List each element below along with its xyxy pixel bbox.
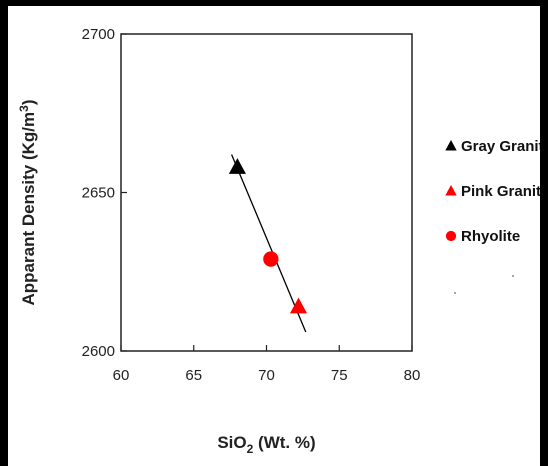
density-chart: 2600 2650 2700 60 65 70 75 80 SiO2 (Wt. %) App… [17, 26, 540, 456]
pink-granite-point [289, 297, 308, 314]
y-axis-title-main: Apparant Density (Kg/m [19, 112, 38, 306]
y-axis-title-end: ) [19, 100, 38, 106]
legend-marker-gray-granite [445, 140, 457, 151]
legend-marker-rhyolite [445, 230, 457, 242]
stray-dot [454, 292, 456, 294]
legend: Gray Granite Pink Granite Rhyolite [445, 138, 540, 245]
y-axis-title: Apparant Density (Kg/m3) [17, 100, 38, 306]
x-axis-ticks: 60 65 70 75 80 [113, 345, 421, 384]
chart-frame: 2600 2650 2700 60 65 70 75 80 SiO2 (Wt. %) App… [8, 6, 540, 466]
stray-dot [512, 275, 514, 277]
gray-granite-point [228, 158, 246, 174]
x-axis-title-rest: (Wt. %) [253, 433, 315, 452]
data-points [228, 158, 308, 314]
trendline [230, 154, 307, 333]
x-axis-title-subscript: 2 [247, 442, 254, 456]
x-tick-label: 75 [331, 367, 348, 384]
x-tick-label: 80 [404, 367, 421, 384]
y-axis-ticks: 2600 2650 2700 [82, 26, 127, 360]
y-tick-label: 2700 [82, 26, 115, 43]
legend-label-rhyolite: Rhyolite [461, 228, 520, 245]
plot-area [120, 33, 413, 352]
legend-label-pink-granite: Pink Granite [461, 183, 540, 200]
rhyolite-point [263, 251, 279, 267]
y-tick-label: 2600 [82, 343, 115, 360]
legend-marker-pink-granite [445, 185, 457, 196]
legend-label-gray-granite: Gray Granite [461, 138, 540, 155]
x-axis-title-main: SiO [217, 433, 246, 452]
x-tick-label: 60 [113, 367, 130, 384]
x-tick-label: 70 [258, 367, 275, 384]
y-axis-title-superscript: 3 [17, 105, 31, 112]
x-tick-label: 65 [185, 367, 202, 384]
x-axis-title: SiO2 (Wt. %) [217, 433, 315, 456]
y-tick-label: 2650 [82, 185, 115, 202]
